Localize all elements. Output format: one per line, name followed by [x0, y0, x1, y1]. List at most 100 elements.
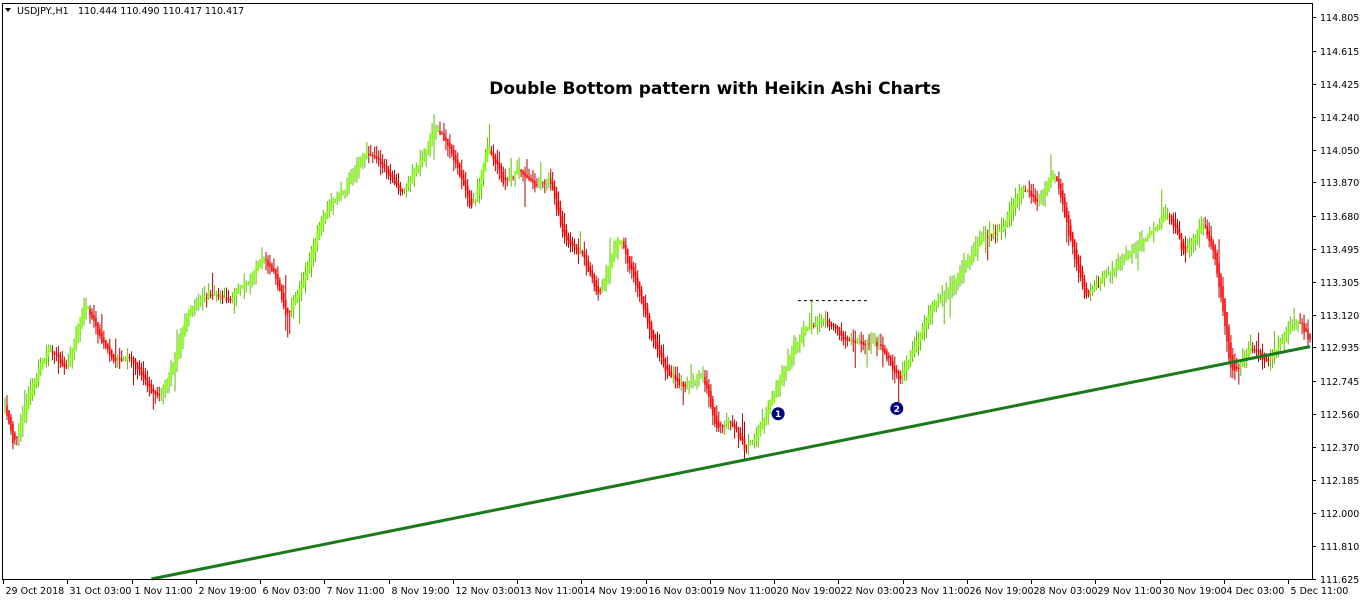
candle-body — [939, 299, 942, 301]
candle-body — [1087, 290, 1090, 296]
candle-body — [470, 198, 473, 207]
candle-body — [324, 213, 327, 222]
candle-body — [508, 177, 511, 179]
candle-body — [1073, 239, 1076, 259]
candle-body — [735, 426, 738, 430]
candle-body — [1067, 214, 1070, 236]
candle-body — [1081, 271, 1084, 287]
candle-body — [93, 315, 95, 321]
candle-body — [1119, 259, 1121, 266]
candle-body — [1075, 249, 1078, 265]
candle-body — [251, 275, 253, 283]
candle-body — [947, 292, 949, 294]
candle-body — [826, 319, 829, 322]
candle-body — [919, 332, 922, 342]
symbol-dropdown-icon[interactable] — [5, 8, 11, 12]
candle-body — [134, 360, 137, 365]
candle-body — [219, 294, 222, 296]
candle-body — [391, 174, 394, 180]
candle-body — [1251, 348, 1254, 351]
x-tick-label: 19 Nov 11:00 — [713, 586, 777, 597]
marker-2-label: 2 — [894, 405, 900, 415]
candle-body — [188, 309, 190, 322]
candle-body — [1154, 229, 1157, 231]
candle-body — [824, 319, 827, 321]
candle-body — [462, 174, 465, 186]
candle-body — [39, 363, 42, 375]
candle-body — [1056, 176, 1058, 182]
symbol-label: USDJPY.,H1 — [17, 6, 69, 17]
candle-body — [1243, 354, 1246, 362]
candle-body — [1245, 355, 1248, 358]
y-tick-label: 112.185 — [1320, 476, 1359, 487]
candle-body — [1257, 350, 1260, 353]
candle-body — [820, 320, 823, 322]
candle-body — [719, 424, 722, 426]
candle-body — [1048, 177, 1050, 190]
marker-1-circle — [771, 407, 785, 421]
candle-body — [1107, 274, 1110, 276]
candle-body — [73, 340, 76, 354]
candle-body — [322, 216, 325, 226]
candle-body — [579, 250, 582, 252]
candle-body — [561, 216, 564, 233]
candle-body — [1052, 173, 1054, 181]
candle-body — [1008, 211, 1011, 220]
candle-body — [785, 366, 787, 374]
candle-body — [769, 399, 772, 413]
candle-body — [419, 158, 422, 168]
candle-body — [498, 161, 501, 170]
candle-body — [518, 167, 520, 172]
candle-body — [1091, 289, 1094, 292]
candle-body — [858, 340, 860, 342]
candle-body — [1224, 298, 1226, 326]
x-tick-label: 8 Nov 19:00 — [392, 586, 450, 597]
candle-body — [830, 323, 833, 326]
candle-body — [1247, 348, 1250, 357]
candle-body — [538, 182, 540, 185]
candle-body — [648, 315, 651, 330]
candle-body — [834, 325, 837, 328]
candle-body — [1046, 185, 1048, 194]
candle-body — [330, 201, 333, 210]
candle-body — [589, 266, 592, 275]
candle-body — [306, 266, 309, 279]
candle-body — [447, 138, 449, 147]
candle-body — [1297, 320, 1299, 325]
candle-body — [1028, 190, 1031, 192]
candle-body — [395, 180, 398, 185]
candle-body — [717, 421, 720, 428]
candle-body — [1044, 189, 1046, 197]
candle-body — [627, 249, 629, 264]
candle-body — [288, 310, 291, 313]
candle-body — [654, 335, 657, 347]
candle-body — [201, 297, 204, 301]
candle-body — [6, 405, 8, 416]
candle-body — [1099, 278, 1102, 287]
candle-body — [975, 247, 977, 254]
candle-body — [862, 342, 864, 345]
candle-body — [385, 165, 388, 173]
candle-body — [563, 224, 566, 236]
candle-body — [116, 357, 119, 360]
candle-body — [814, 323, 817, 326]
candle-body — [14, 433, 16, 440]
candle-body — [180, 337, 182, 351]
candle-body — [1293, 325, 1295, 329]
candle-body — [808, 322, 811, 329]
candle-body — [148, 381, 151, 387]
candle-body — [1111, 270, 1114, 274]
candle-body — [632, 266, 635, 277]
candle-body — [207, 291, 210, 298]
candle-body — [925, 318, 928, 328]
x-tick-label: 29 Oct 2018 — [6, 586, 65, 597]
candle-body — [16, 436, 18, 438]
candle-body — [241, 286, 244, 289]
candle-body — [340, 189, 342, 197]
x-tick-label: 22 Nov 03:00 — [841, 586, 905, 597]
candle-body — [678, 378, 681, 386]
candle-body — [1239, 362, 1242, 369]
candle-body — [482, 162, 485, 180]
candle-body — [449, 142, 451, 149]
candle-body — [973, 249, 975, 258]
